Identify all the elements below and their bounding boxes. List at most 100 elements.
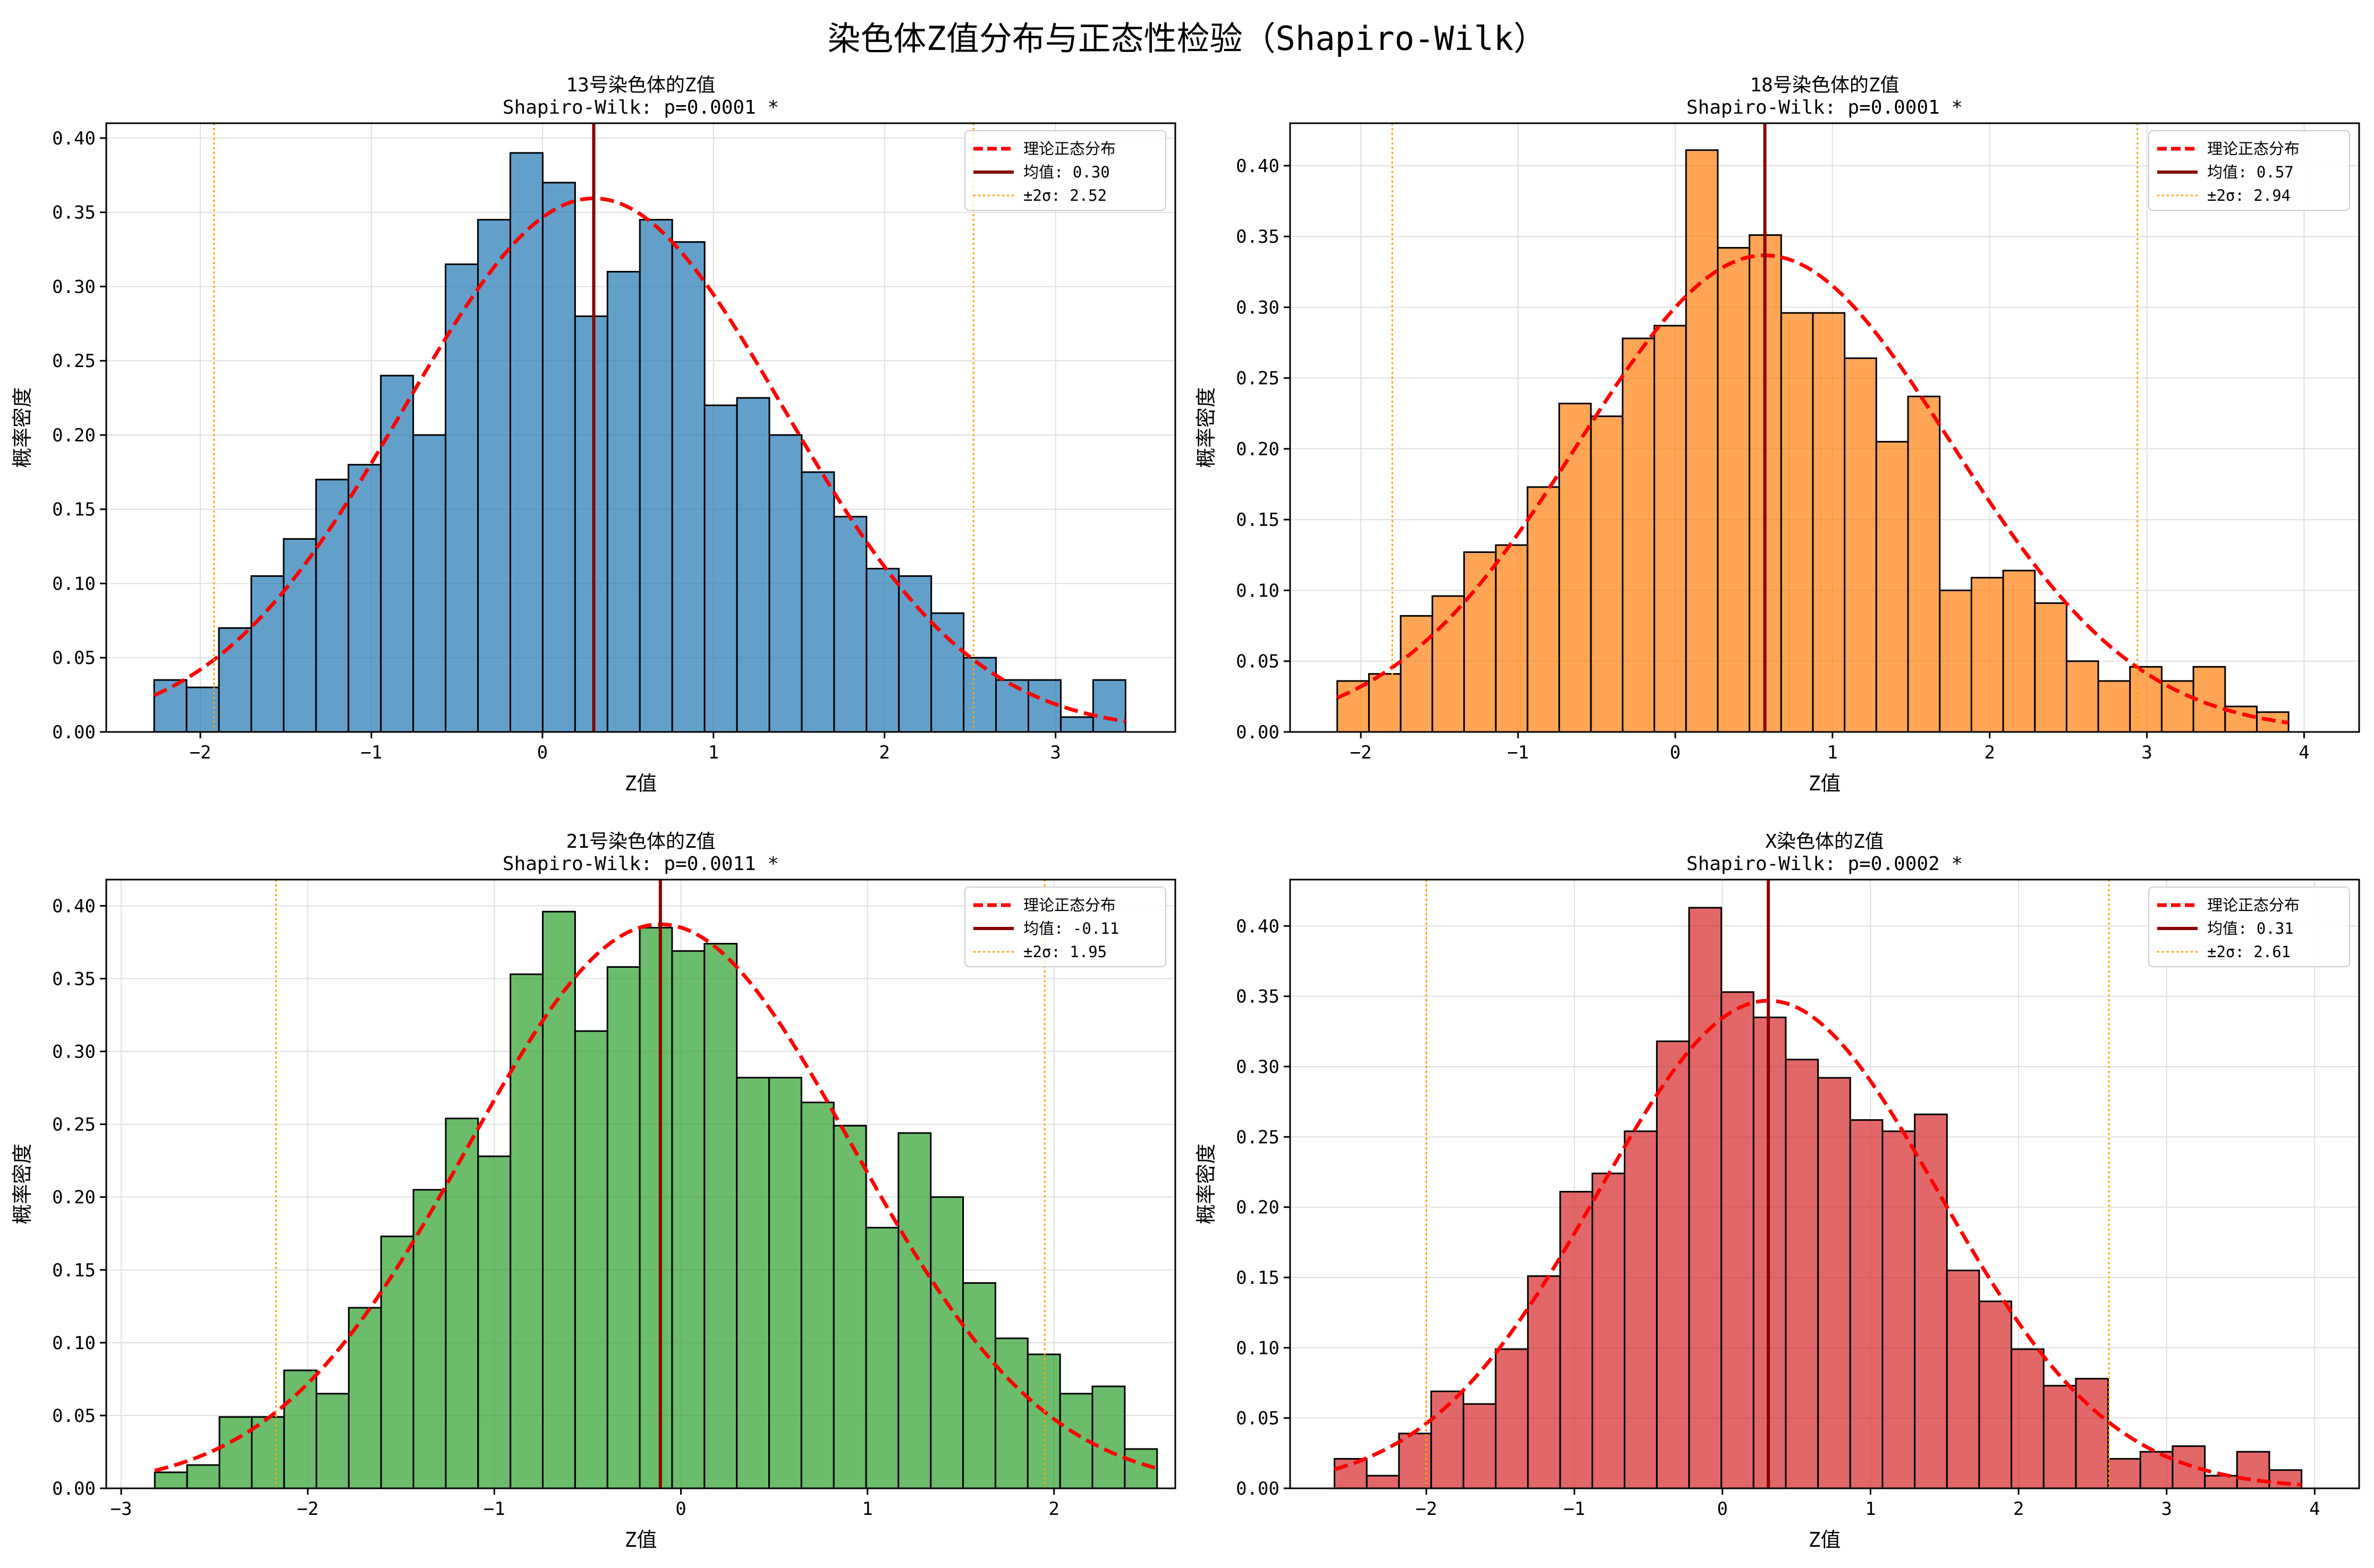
histogram-bar — [1093, 680, 1125, 732]
histogram-bar — [1722, 992, 1754, 1488]
histogram-bar — [1401, 616, 1432, 732]
histogram-bar — [672, 242, 705, 732]
histogram-bar — [219, 1417, 252, 1488]
histogram-bar — [834, 1126, 866, 1488]
histogram-bar — [349, 465, 381, 732]
histogram-bar — [2130, 667, 2162, 732]
histogram-bar — [899, 576, 931, 732]
legend-sigma-label: ±2σ: 2.61 — [2207, 943, 2291, 961]
histogram-bar — [898, 1133, 931, 1488]
x-tick-label: 4 — [2299, 742, 2309, 763]
y-tick-label: 0.15 — [1236, 1267, 1279, 1289]
y-tick-label: 0.35 — [52, 202, 96, 224]
y-tick-label: 0.20 — [1236, 439, 1279, 460]
histogram-bar — [1813, 313, 1845, 732]
legend: 理论正态分布均值: 0.57±2σ: 2.94 — [2149, 131, 2350, 210]
histogram-bar — [996, 680, 1029, 732]
y-tick-label: 0.00 — [1236, 722, 1279, 743]
x-tick-label: 0 — [675, 1498, 686, 1520]
histogram-bar — [381, 1237, 413, 1488]
x-tick-label: 3 — [2161, 1498, 2172, 1520]
y-axis-label: 概率密度 — [1194, 387, 1218, 468]
y-tick-label: 0.00 — [52, 722, 96, 743]
histogram-bar — [1496, 545, 1528, 732]
histogram-bar — [705, 405, 737, 732]
y-tick-label: 0.10 — [1236, 1337, 1279, 1359]
x-tick-label: 3 — [1050, 742, 1061, 763]
x-tick-label: −2 — [1350, 742, 1372, 763]
histogram-bar — [1940, 590, 1972, 732]
histogram-bar — [737, 1078, 769, 1488]
y-tick-label: 0.00 — [1236, 1478, 1279, 1499]
x-tick-label: −1 — [360, 742, 382, 763]
histogram-bar — [1092, 1386, 1125, 1488]
histogram-bar — [931, 613, 964, 732]
histogram-bar — [154, 680, 186, 732]
x-tick-label: 2 — [879, 742, 889, 763]
x-tick-label: −1 — [484, 1498, 505, 1520]
histogram-bar — [2003, 570, 2035, 732]
histogram-bar — [931, 1197, 963, 1488]
legend-normal-label: 理论正态分布 — [2207, 140, 2300, 158]
histogram-bar — [316, 480, 349, 732]
x-tick-label: −2 — [297, 1498, 319, 1520]
y-tick-label: 0.40 — [52, 896, 96, 917]
histogram-bar — [446, 265, 478, 732]
x-axis-label: Z值 — [625, 1528, 657, 1552]
y-tick-label: 0.30 — [52, 1042, 96, 1063]
histogram-bar — [1915, 1114, 1947, 1488]
y-tick-label: 0.20 — [52, 425, 96, 446]
y-tick-label: 0.10 — [1236, 580, 1279, 601]
histogram-bar — [2066, 661, 2098, 732]
histogram-bar — [1883, 1131, 1915, 1488]
y-tick-label: 0.40 — [1236, 156, 1279, 177]
histogram-bar — [1818, 1078, 1851, 1488]
histogram-bar — [1623, 338, 1655, 732]
histogram-bar — [2098, 681, 2130, 732]
histogram-bar — [542, 183, 575, 732]
histogram-bar — [607, 272, 640, 732]
histogram-bar — [1686, 150, 1718, 732]
histogram-bar — [219, 628, 251, 732]
histogram-bar — [995, 1339, 1028, 1488]
histogram-bar — [1335, 1459, 1367, 1488]
histogram-panel-4: −2 −1 0 1 2 3 40.000.050.100.150.200.250.300.3… — [1194, 831, 2359, 1552]
y-tick-label: 0.05 — [1236, 1408, 1279, 1429]
y-tick-label: 0.15 — [1236, 509, 1279, 531]
y-tick-label: 0.15 — [52, 1260, 96, 1281]
histogram-bar — [1979, 1301, 2012, 1488]
x-tick-label: −1 — [1564, 1498, 1586, 1520]
x-tick-label: −2 — [1415, 1498, 1437, 1520]
panel-subtitle: Shapiro-Wilk: p=0.0001 * — [503, 97, 779, 118]
histogram-bar — [1876, 442, 1908, 732]
y-tick-label: 0.30 — [52, 276, 96, 297]
legend-sigma-label: ±2σ: 2.52 — [1023, 186, 1107, 204]
legend-sigma-label: ±2σ: 2.94 — [2207, 186, 2291, 204]
y-tick-label: 0.10 — [52, 1333, 96, 1354]
y-axis-label: 概率密度 — [11, 1144, 34, 1224]
histogram-bar — [2108, 1459, 2141, 1488]
histogram-bar — [413, 435, 446, 732]
histogram-bar — [1463, 1404, 1496, 1488]
histogram-bar — [2269, 1470, 2302, 1488]
histogram-bar — [1369, 674, 1401, 732]
y-tick-label: 0.00 — [52, 1478, 96, 1499]
histogram-bar — [2035, 603, 2067, 732]
x-tick-label: −3 — [111, 1498, 132, 1520]
panel-subtitle: Shapiro-Wilk: p=0.0001 * — [1686, 97, 1963, 118]
y-tick-label: 0.35 — [52, 968, 96, 990]
histogram-bar — [1559, 404, 1591, 732]
histogram-bar — [511, 974, 543, 1488]
histogram-bar — [1528, 1276, 1561, 1488]
histogram-bar — [867, 569, 899, 732]
histogram-bar — [1399, 1434, 1431, 1488]
histogram-bar — [866, 1228, 898, 1488]
histogram-bar — [2205, 1476, 2237, 1488]
histogram-bar — [1528, 487, 1559, 732]
y-tick-label: 0.30 — [1236, 1056, 1279, 1078]
histogram-bar — [381, 376, 413, 732]
legend-normal-label: 理论正态分布 — [1023, 896, 1116, 914]
histogram-bar — [1560, 1192, 1592, 1488]
